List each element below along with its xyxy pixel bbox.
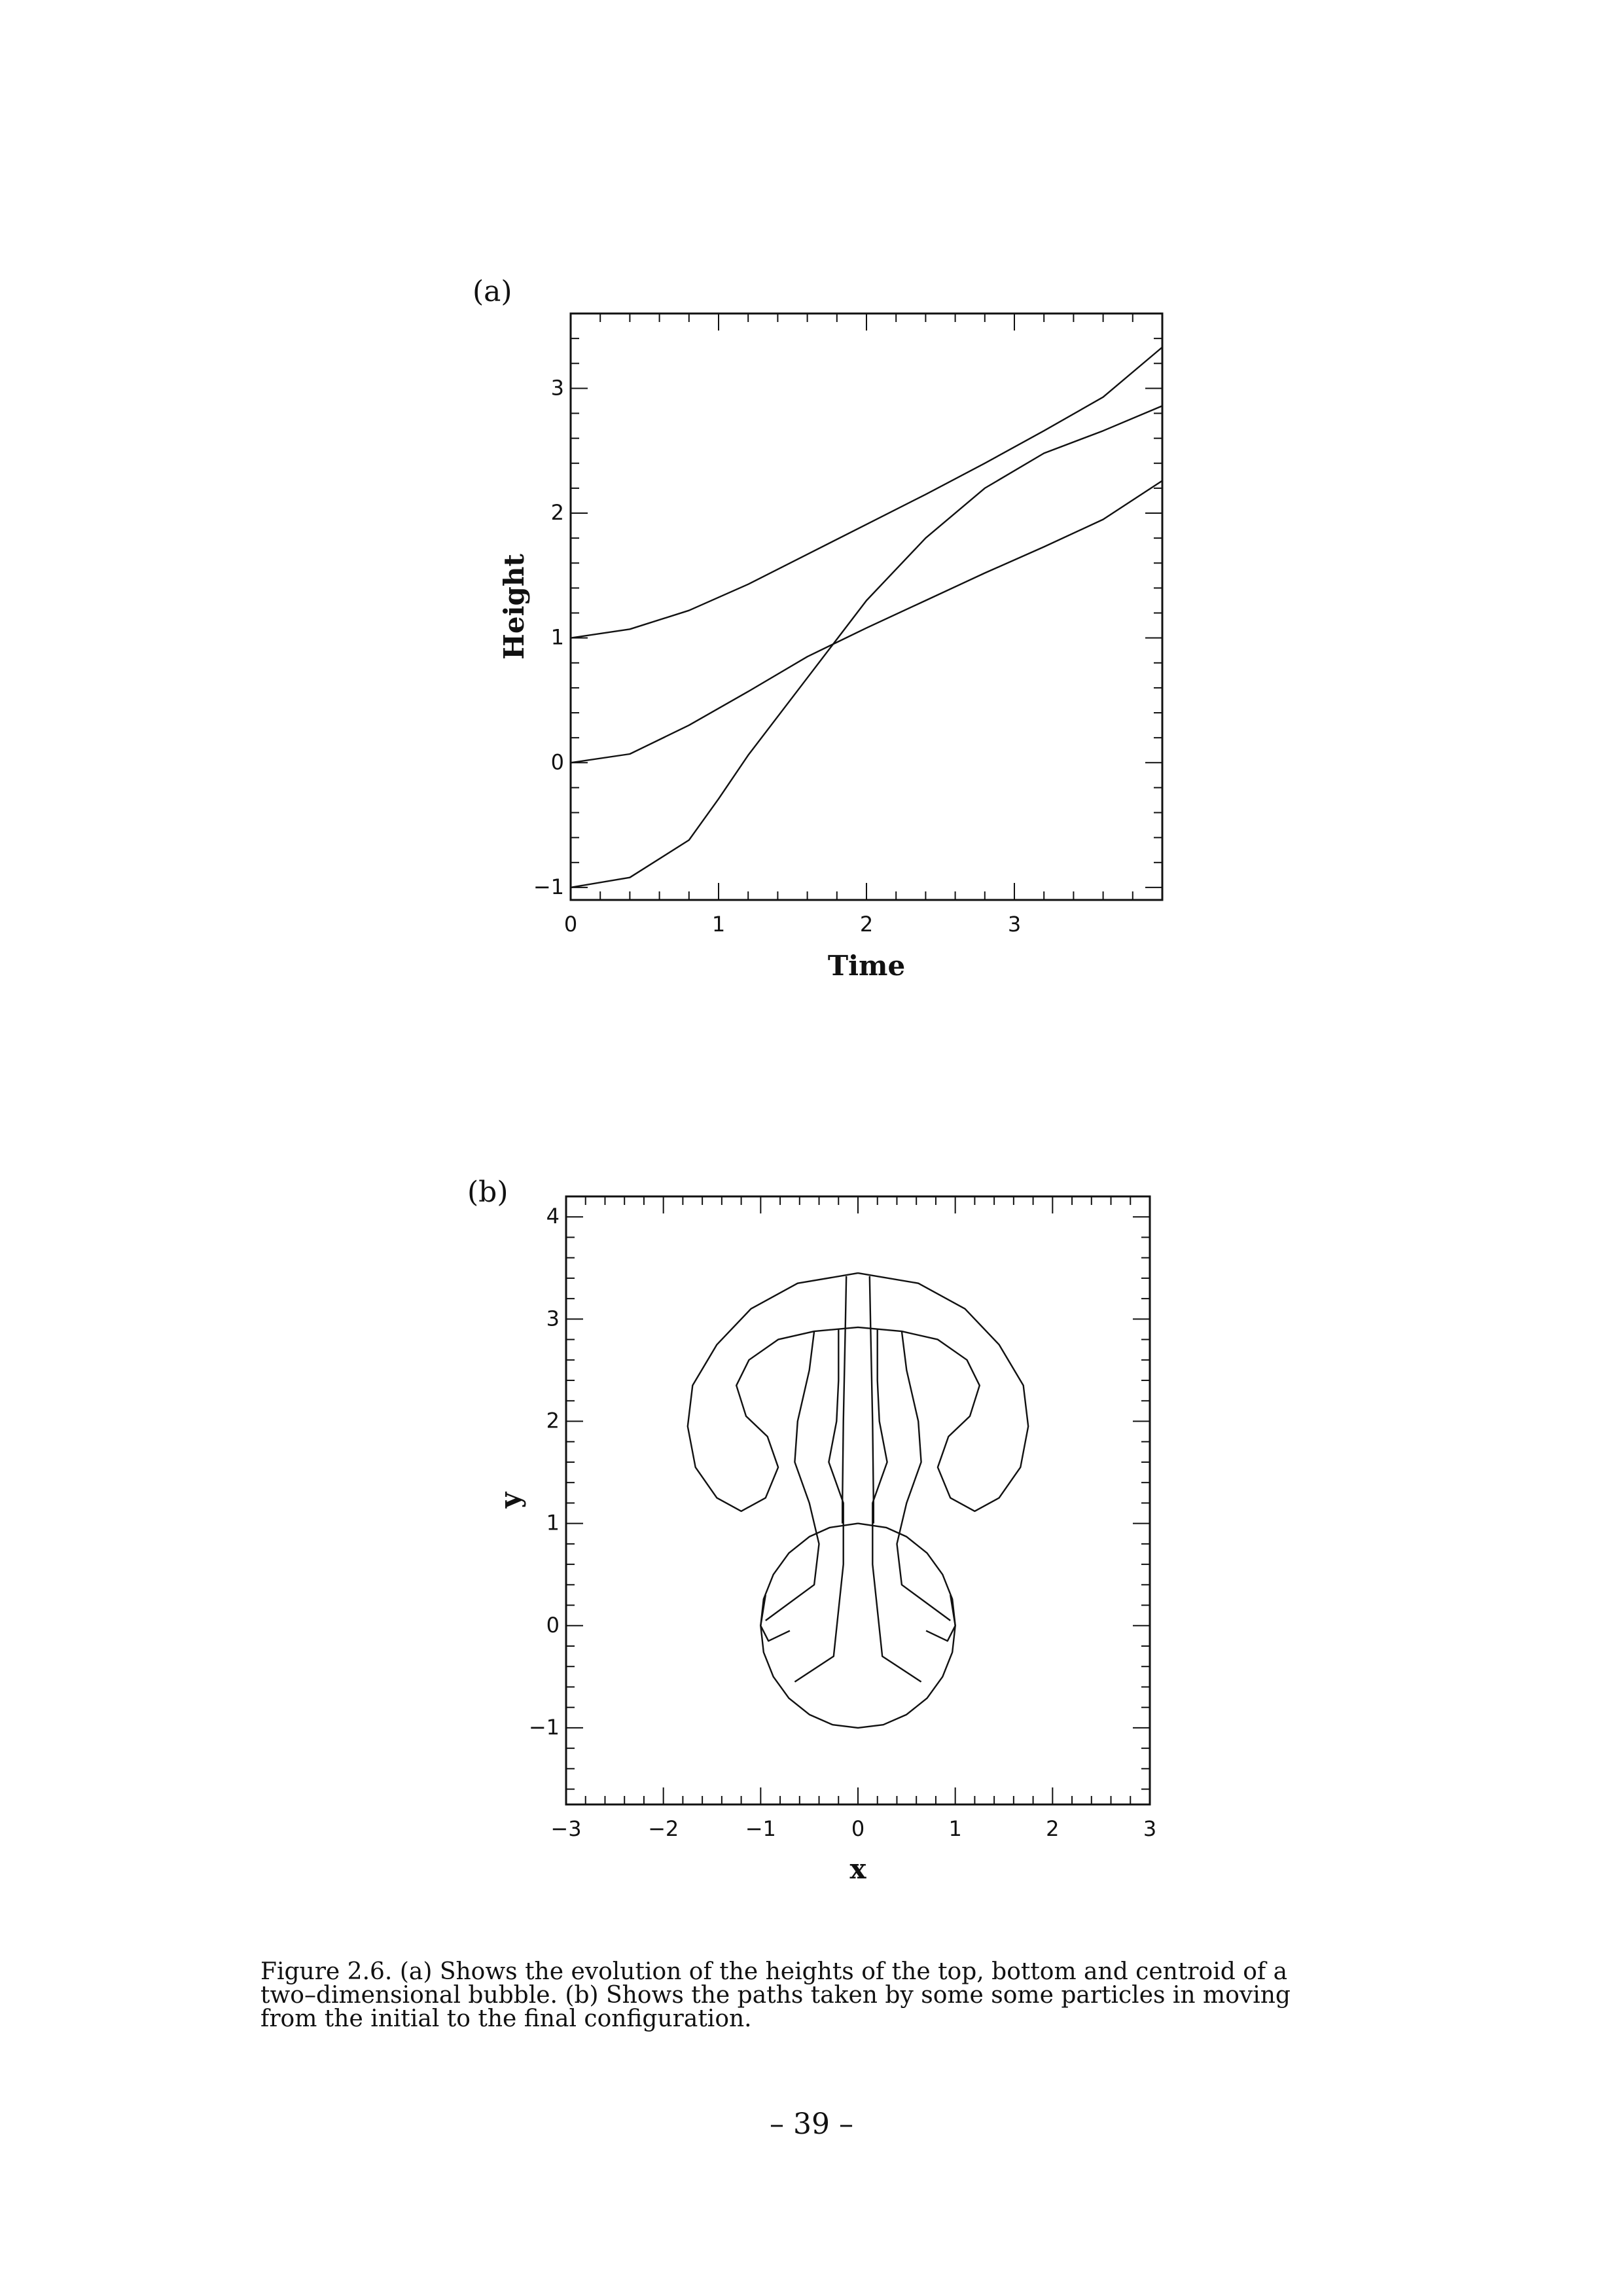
series-line-3 [842,1276,847,1524]
y-tick-label: −1 [529,1715,560,1740]
series-line-1 [570,346,1163,639]
x-tick-label: 3 [1008,912,1021,937]
y-tick-label: 0 [546,1613,560,1638]
x-tick-label: 0 [851,1816,865,1841]
x-tick-label: 0 [564,912,577,937]
series-line-8 [872,1329,922,1683]
series-line-4 [868,1276,874,1524]
caption-line-2: two–dimensional bubble. (b) Shows the pa… [260,1982,1291,2009]
x-tick-label: −1 [745,1816,776,1841]
series-line-5 [765,1331,820,1621]
series-line-7 [794,1329,844,1683]
series-line-2 [570,480,1163,764]
panel-b-label: (b) [467,1175,508,1209]
y-tick-label: 1 [551,625,564,650]
caption-line-3: from the initial to the final configurat… [260,2005,752,2032]
plot-frame [569,312,1164,901]
x-tick-label: 1 [712,912,725,937]
x-tick-label: 3 [1143,1816,1156,1841]
plot-frame [565,1195,1151,1806]
y-axis-title: y [494,1491,526,1509]
x-axis-title: Time [828,950,905,982]
caption-line-1: Figure 2.6. (a) Shows the evolution of t… [260,1958,1288,1985]
page-number: – 39 – [770,2108,853,2141]
series-line-2 [687,1272,1029,1513]
y-tick-label: 3 [551,375,564,400]
series-line-3 [570,404,1163,889]
y-tick-label: 0 [551,749,564,774]
figure-caption: Figure 2.6. (a) Shows the evolution of t… [260,1960,1373,2031]
series-line-9 [760,1594,791,1642]
x-tick-label: 2 [860,912,873,937]
x-axis-title: x [849,1853,866,1885]
series-line-10 [925,1594,956,1642]
series-line-1 [760,1522,956,1729]
panel-a-label: (a) [473,275,512,308]
x-tick-label: 2 [1046,1816,1059,1841]
x-tick-label: 1 [948,1816,961,1841]
y-tick-label: 2 [546,1408,560,1433]
series-line-6 [896,1331,951,1621]
x-tick-label: −2 [648,1816,679,1841]
chart-b-particle-paths: −3 −2 −1 0 1 2 3 −1 0 1 2 3 4 x y [494,1195,1156,1885]
y-tick-label: 2 [551,500,564,525]
y-axis-title: Height [498,554,530,660]
y-tick-label: 4 [546,1204,560,1229]
y-tick-label: −1 [533,874,564,899]
y-tick-label: 1 [546,1511,560,1535]
x-tick-label: −3 [550,1816,581,1841]
y-tick-label: 3 [546,1306,560,1331]
